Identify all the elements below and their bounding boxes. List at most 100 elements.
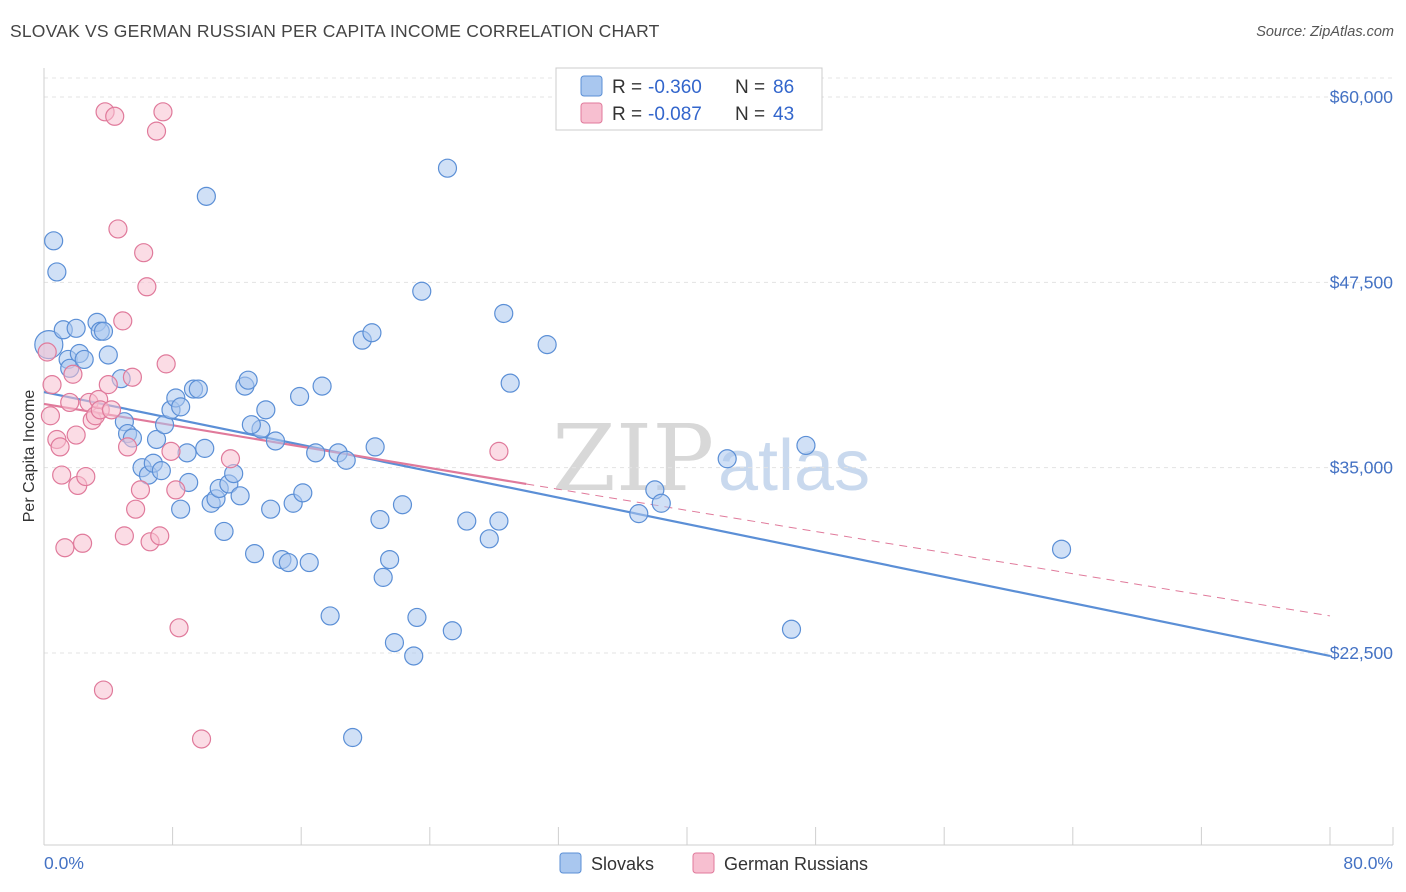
legend-r-value-german-russians: -0.087 xyxy=(648,104,702,125)
point-slovaks xyxy=(256,400,276,420)
legend-n-label-slovaks: N = xyxy=(735,77,765,98)
point-german-russians xyxy=(40,406,61,426)
point-slovaks xyxy=(437,158,458,178)
point-german-russians xyxy=(489,441,509,461)
point-slovaks xyxy=(214,521,234,542)
point-german-russians xyxy=(37,342,57,362)
point-german-russians xyxy=(101,400,122,420)
point-slovaks xyxy=(177,443,197,463)
point-slovaks xyxy=(195,438,215,458)
point-slovaks xyxy=(500,373,520,393)
point-slovaks xyxy=(261,499,281,519)
point-german-russians xyxy=(122,367,143,387)
point-german-russians xyxy=(169,618,189,638)
point-slovaks xyxy=(457,511,477,531)
point-slovaks xyxy=(651,493,671,513)
point-german-russians xyxy=(108,219,128,239)
point-german-russians xyxy=(42,375,62,395)
point-slovaks xyxy=(412,281,432,301)
point-german-russians xyxy=(153,102,173,122)
point-slovaks xyxy=(98,345,118,365)
point-slovaks xyxy=(384,633,405,653)
watermark-zip: ZIP xyxy=(552,405,714,512)
point-slovaks xyxy=(171,499,191,519)
point-german-russians xyxy=(114,526,134,546)
point-slovaks xyxy=(404,646,424,666)
point-german-russians xyxy=(130,480,151,500)
y-tick-label: $47,500 xyxy=(1330,272,1394,292)
point-german-russians xyxy=(55,538,75,558)
point-slovaks xyxy=(238,370,258,390)
point-slovaks xyxy=(442,621,462,641)
point-slovaks xyxy=(717,449,737,469)
y-axis-title: Per Capita Income xyxy=(21,390,38,523)
point-slovaks xyxy=(306,443,326,463)
point-german-russians xyxy=(98,375,118,395)
point-slovaks xyxy=(479,529,499,549)
point-slovaks xyxy=(278,552,298,573)
gridlines xyxy=(44,77,1393,654)
x-tick-label-max: 80.0% xyxy=(1343,853,1393,873)
point-german-russians xyxy=(60,392,80,413)
point-slovaks xyxy=(151,461,171,481)
point-german-russians xyxy=(166,480,186,500)
point-slovaks xyxy=(230,486,250,506)
point-german-russians xyxy=(76,466,96,487)
trendline-german-russians-extension xyxy=(526,483,1331,617)
legend-r-label-slovaks: R = xyxy=(612,77,642,98)
y-tick-label: $60,000 xyxy=(1330,87,1394,107)
point-slovaks xyxy=(74,349,94,370)
point-german-russians xyxy=(191,729,212,749)
legend-n-label-german-russians: N = xyxy=(735,104,765,125)
point-slovaks xyxy=(392,495,413,515)
point-slovaks xyxy=(171,397,191,417)
point-german-russians xyxy=(134,243,154,263)
y-tick-labels: $22,500 $35,000 $47,500 $60,000 xyxy=(1330,87,1394,663)
point-slovaks xyxy=(312,376,332,396)
point-slovaks xyxy=(336,450,356,470)
bottom-legend-swatch-german-russians xyxy=(692,852,715,874)
source-label: Source: ZipAtlas.com xyxy=(1256,24,1394,40)
legend-r-value-slovaks: -0.360 xyxy=(648,77,702,98)
point-german-russians xyxy=(93,680,114,700)
legend-r-label-german-russians: R = xyxy=(612,104,642,125)
bottom-legend-swatch-slovaks xyxy=(559,852,582,874)
point-slovaks xyxy=(796,435,816,456)
axes xyxy=(43,68,1394,846)
point-slovaks xyxy=(47,262,67,282)
point-slovaks xyxy=(146,429,167,450)
point-german-russians xyxy=(113,311,133,331)
point-slovaks xyxy=(244,544,265,564)
point-german-russians xyxy=(66,425,86,445)
watermark-atlas: atlas xyxy=(718,426,870,506)
point-german-russians xyxy=(63,364,83,384)
point-slovaks xyxy=(299,552,319,573)
series-legend: Slovaks German Russians xyxy=(559,852,868,874)
point-german-russians xyxy=(161,441,181,461)
point-german-russians xyxy=(146,121,167,141)
point-german-russians xyxy=(156,354,176,374)
point-slovaks xyxy=(781,619,802,639)
stats-legend: R = -0.360 N = 86 R = -0.087 N = 43 xyxy=(555,67,823,131)
data-points xyxy=(34,102,1072,749)
point-slovaks xyxy=(188,379,208,399)
y-tick-label: $35,000 xyxy=(1330,458,1394,478)
point-slovaks xyxy=(93,321,114,341)
x-tick-label-min: 0.0% xyxy=(44,853,84,873)
point-slovaks xyxy=(362,323,382,343)
legend-swatch-german-russians xyxy=(580,102,603,124)
point-slovaks xyxy=(380,549,400,570)
point-slovaks xyxy=(373,567,393,587)
point-german-russians xyxy=(52,465,72,485)
point-slovaks xyxy=(494,303,514,324)
point-slovaks xyxy=(489,511,509,531)
point-german-russians xyxy=(117,437,138,457)
point-slovaks xyxy=(370,509,390,530)
legend-swatch-slovaks xyxy=(580,75,603,97)
point-slovaks xyxy=(265,431,286,451)
point-slovaks xyxy=(289,386,310,407)
point-slovaks xyxy=(343,727,363,748)
point-german-russians xyxy=(150,526,170,546)
point-german-russians xyxy=(50,437,70,457)
